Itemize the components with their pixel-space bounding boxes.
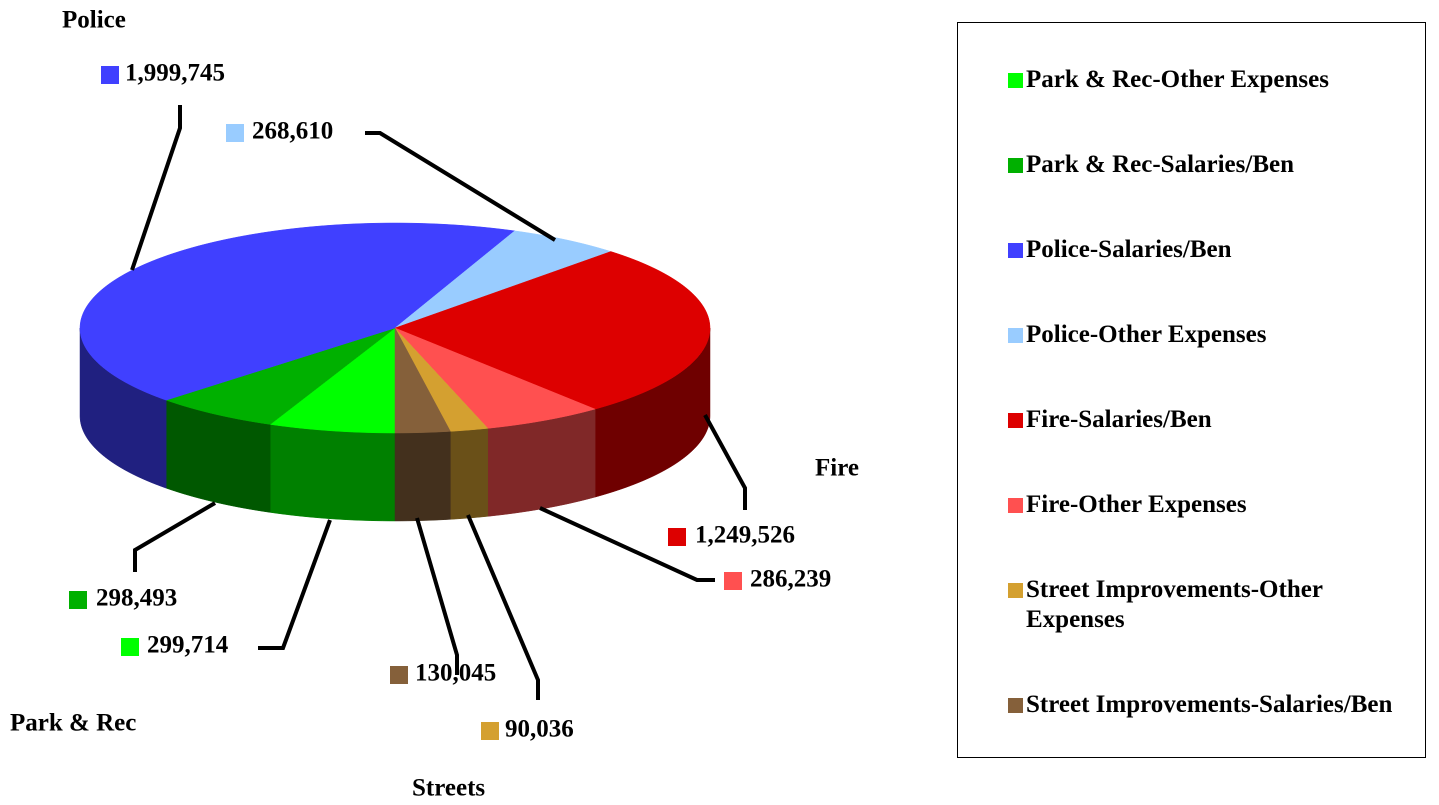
legend-swatch [1008,327,1023,343]
value-label: 299,714 [147,632,229,659]
pie-slice [394,230,612,329]
legend-entry: Police-Salaries/Ben [1008,235,1415,265]
value-label: 90,036 [505,716,574,743]
group-label: Police [62,7,126,34]
legend-entry: Street Improvements-Other Expenses [1008,575,1415,635]
legend-swatch [1008,242,1023,258]
leader-line [415,517,459,675]
value-label: 268,610 [252,118,333,145]
value-label: 298,493 [96,585,177,612]
pie-side [269,424,396,522]
legend-entry: Fire-Salaries/Ben [1008,405,1415,435]
pie-slice [269,327,396,434]
leader-line [539,506,715,582]
legend: Park & Rec-Other Expenses Park & Rec-Sala… [957,22,1426,758]
label-swatch [724,572,742,590]
legend-entry: Park & Rec-Salaries/Ben [1008,150,1415,180]
leader-line [258,519,332,650]
label-swatch [481,722,499,740]
pie-side [394,431,451,522]
label-swatch [668,528,686,546]
legend-label: Street Improvements-Salaries/Ben [1026,690,1393,718]
legend-label: Fire-Salaries/Ben [1026,405,1212,433]
leader-line [703,414,747,510]
pie-slice [165,327,396,425]
leader-line [130,105,182,271]
value-label: 286,239 [750,566,831,593]
group-label: Park & Rec [10,710,136,737]
legend-entry: Police-Other Expenses [1008,320,1415,350]
legend-swatch [1008,72,1023,88]
pie-slice [394,251,711,410]
group-label: Streets [412,775,485,802]
legend-label: Fire-Other Expenses [1026,490,1247,518]
label-swatch [69,591,87,609]
legend-swatch [1008,412,1023,428]
leader-line [466,514,540,700]
pie-slice [394,327,451,434]
legend-swatch [1008,697,1023,713]
legend-label: Police-Salaries/Ben [1026,235,1232,263]
legend-swatch [1008,582,1023,598]
legend-label: Park & Rec-Salaries/Ben [1026,150,1295,178]
legend-entry: Park & Rec-Other Expenses [1008,65,1415,95]
label-swatch [226,124,244,142]
label-swatch [121,638,139,656]
pie-side [450,428,489,520]
pie-slice [394,327,596,429]
leader-line [365,131,557,242]
label-swatch [390,666,408,684]
leader-line [133,501,217,572]
value-label: 130,045 [415,660,496,687]
label-swatch [101,66,119,84]
legend-label: Police-Other Expenses [1026,320,1267,348]
legend-swatch [1008,157,1023,173]
legend-entry: Fire-Other Expenses [1008,490,1415,520]
legend-label: Street Improvements-Other Expenses [1026,575,1323,633]
value-label: 1,999,745 [125,60,225,87]
pie-slice [79,222,516,401]
group-label: Fire [815,455,859,482]
legend-swatch [1008,497,1023,513]
legend-label: Park & Rec-Other Expenses [1026,65,1329,93]
value-label: 1,249,526 [695,522,795,549]
legend-entry: Street Improvements-Salaries/Ben [1008,690,1415,720]
pie-slice [394,327,489,432]
